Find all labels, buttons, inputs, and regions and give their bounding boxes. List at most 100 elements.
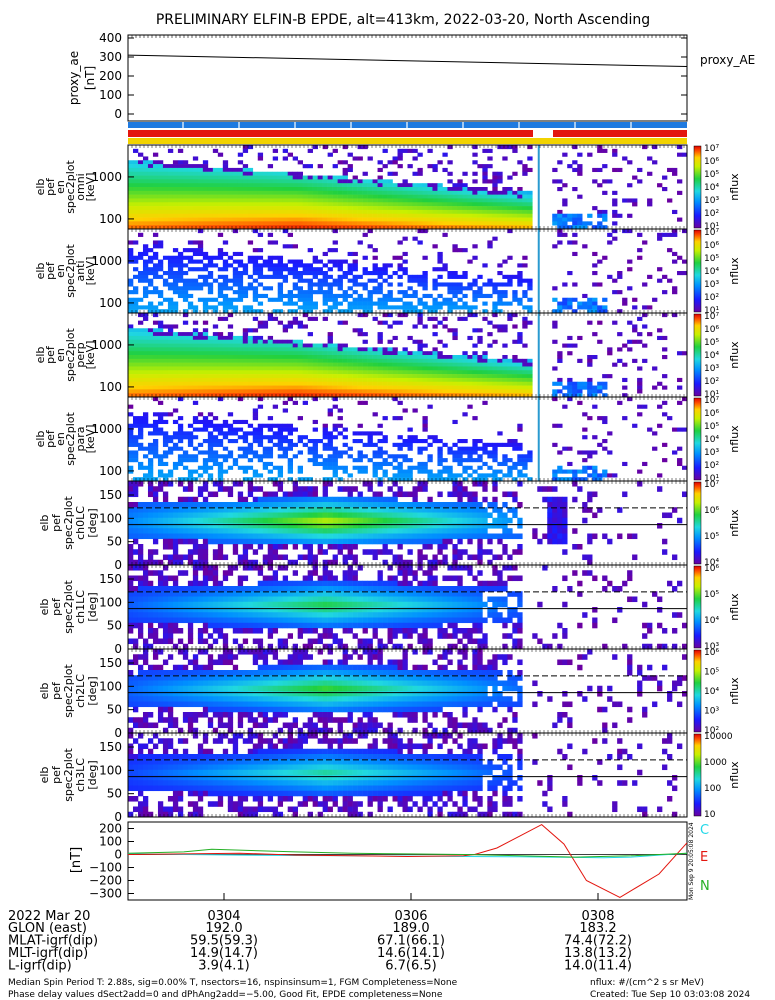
spectrogram-cell: [312, 209, 318, 215]
spectrogram-cell: [332, 164, 338, 169]
spectrogram-cell: [282, 190, 289, 195]
spectrogram-cell: [237, 263, 244, 268]
spectrogram-cell: [167, 450, 174, 455]
spectrogram-cell: [172, 259, 179, 264]
spectrogram-cell: [222, 377, 229, 383]
spectrogram-cell: [417, 187, 423, 192]
spectrogram-cell: [357, 179, 363, 184]
spectrogram-cell: [267, 183, 274, 188]
spectrogram-cell: [257, 221, 264, 226]
spectrogram-cell: [172, 221, 179, 226]
spectrogram-cell: [397, 381, 403, 386]
spectrogram-cell: [382, 278, 388, 283]
spectrogram-cell: [207, 175, 214, 180]
spectrogram-cell: [417, 240, 423, 245]
spectrogram-cell: [362, 187, 368, 192]
spectrogram-cell: [427, 362, 433, 367]
spectrogram-cell: [302, 187, 308, 192]
spectrogram-cell: [292, 293, 298, 299]
spectrogram-cell: [132, 347, 139, 352]
spectrogram-cell: [187, 355, 194, 360]
spectrogram-cell: [462, 389, 468, 394]
spectrogram-cell: [297, 347, 303, 352]
spectrogram-cell: [487, 370, 493, 375]
spectrogram-cell: [267, 286, 274, 291]
spectrogram-cell: [222, 194, 229, 199]
spectrogram-cell: [262, 194, 269, 199]
spectrogram-cell: [212, 416, 219, 421]
spectrogram-cell: [302, 305, 308, 310]
spectrogram-cell: [292, 156, 298, 161]
spectrogram-cell: [277, 454, 284, 459]
spectrogram-cell: [432, 278, 438, 283]
spectrogram-cell: [287, 427, 293, 432]
spectrogram-cell: [312, 362, 318, 367]
spectrogram-cell: [522, 278, 528, 283]
spectrogram-cell: [192, 446, 199, 451]
spectrogram-cell: [137, 442, 144, 447]
spectrogram-cell: [202, 209, 209, 215]
spectrogram-cell: [232, 427, 239, 432]
spectrogram-cell: [222, 316, 229, 321]
spectrogram-cell: [427, 202, 433, 207]
spectrogram-cell: [497, 290, 503, 295]
spectrogram-cell: [322, 213, 328, 218]
spectrogram-cell: [297, 202, 303, 207]
spectrogram-cell: [442, 152, 448, 157]
spectrogram-cell: [142, 351, 149, 356]
spectrogram-cell: [372, 347, 378, 352]
spectrogram-cell: [287, 370, 293, 375]
spectrogram-cell: [347, 293, 353, 299]
spectrogram-cell: [222, 164, 229, 169]
spectrogram-cell: [197, 427, 204, 432]
spectrogram-cell: [217, 171, 224, 176]
spectrogram-cell: [147, 465, 154, 470]
spectrogram-cell: [657, 278, 663, 283]
spectrogram-cell: [457, 179, 463, 184]
spectrogram-cell: [312, 347, 318, 352]
spectrogram-cell: [462, 183, 468, 188]
spectrogram-cell: [157, 431, 164, 436]
spectrogram-cell: [387, 183, 393, 188]
spectrogram-cell: [427, 206, 433, 211]
spectrogram-cell: [487, 198, 493, 203]
spectrogram-cell: [277, 255, 284, 260]
spectrogram-cell: [357, 183, 363, 188]
spectrogram-cell: [507, 370, 513, 375]
spectrogram-cell: [128, 167, 134, 173]
spectrogram-cell: [467, 198, 473, 203]
spectrogram-cell: [212, 198, 219, 203]
spectrogram-cell: [142, 423, 149, 428]
spectrogram-cell: [372, 263, 378, 268]
spectrogram-cell: [422, 202, 428, 207]
spectrogram-cell: [387, 358, 393, 363]
spectrogram-cell: [422, 362, 428, 367]
spectrogram-cell: [217, 286, 224, 291]
spectrogram-cell: [337, 293, 343, 299]
spectrogram-cell: [332, 259, 338, 264]
spectrogram-cell: [627, 347, 633, 352]
spectrogram-cell: [132, 213, 139, 218]
spectrogram-cell: [232, 282, 239, 287]
spectrogram-cell: [192, 309, 199, 314]
spectrogram-cell: [472, 351, 478, 356]
spectrogram-cell: [172, 435, 179, 440]
spectrogram-cell: [317, 370, 323, 375]
spectrogram-cell: [627, 160, 633, 165]
spectrogram-cell: [157, 347, 164, 352]
spectrogram-cell: [212, 332, 219, 337]
spectrogram-cell: [177, 343, 184, 348]
spectrogram-cell: [332, 293, 338, 299]
spectrogram-cell: [152, 221, 159, 226]
spectrogram-cell: [137, 355, 144, 360]
spectrogram-cell: [332, 187, 338, 192]
panel-ylabel-line: [keV]: [84, 257, 97, 286]
spectrogram-cell: [192, 187, 199, 192]
spectrogram-cell: [177, 274, 184, 279]
spectrogram-cell: [182, 202, 189, 207]
spectrogram-cell: [407, 393, 413, 398]
spectrogram-cell: [152, 194, 159, 199]
spectrogram-cell: [567, 301, 573, 306]
spectrogram-cell: [672, 313, 678, 318]
spectrogram-cell: [422, 255, 428, 260]
